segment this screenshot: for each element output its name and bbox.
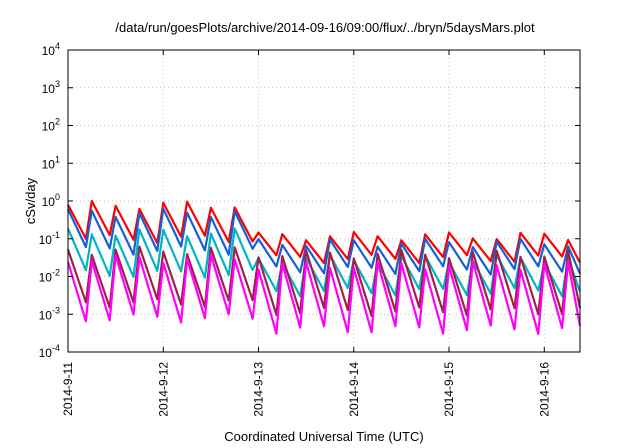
y-tick-label: 101 [42,154,60,171]
grid-lines [68,50,580,352]
y-tick-label: 10-3 [39,305,60,322]
x-axis-label: Coordinated Universal Time (UTC) [224,429,423,444]
x-tick-label: 2014-9-11 [61,362,75,416]
series-line [67,207,582,276]
y-tick-label: 104 [42,41,60,58]
series-line [66,253,582,335]
y-tick-label: 10-1 [39,230,60,247]
x-tick-label: 2014-9-14 [347,362,361,417]
y-tick-label: 103 [42,79,60,96]
data-series [66,199,582,335]
y-tick-label: 102 [42,117,60,134]
x-tick-label: 2014-9-13 [252,362,266,417]
y-tick-label: 100 [42,192,60,209]
y-tick-label: 10-2 [39,268,60,285]
series-line [66,245,582,317]
x-axis-ticks: 2014-9-11 2014-9-12 2014-9-13 2014-9-14 2014… [61,50,551,417]
y-axis-label: cSv/day [23,177,38,224]
y-axis-ticks: 10-4 10-3 10-2 10-1 100 101 102 103 104 [39,41,580,360]
x-tick-label: 2014-9-12 [156,362,170,417]
x-tick-label: 2014-9-15 [442,362,456,417]
y-tick-label: 10-4 [39,343,60,360]
x-tick-label: 2014-9-16 [537,362,551,417]
chart-title: /data/run/goesPlots/archive/2014-09-16/0… [115,20,535,35]
series-line [67,199,581,265]
